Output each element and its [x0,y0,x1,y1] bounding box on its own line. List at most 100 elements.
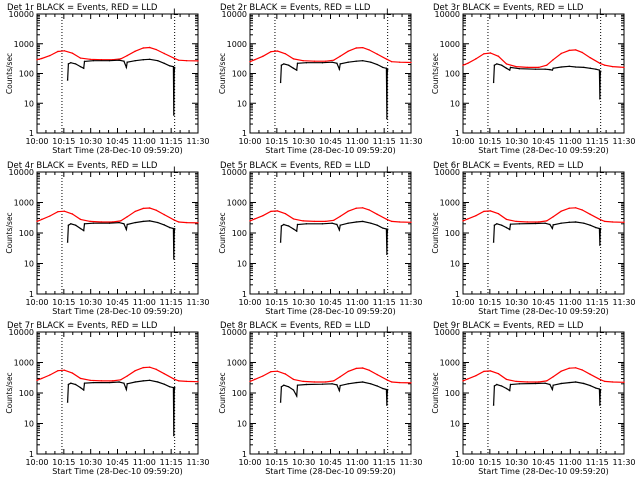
lld-series-point [497,212,500,215]
events-series-point [118,381,120,383]
y-tick-label: 10 [450,99,460,108]
y-tick-label: 1000 [440,199,460,208]
lld-series-point [462,380,464,382]
lld-series-point [483,210,485,213]
events-series-point [82,389,85,391]
lld-series-point [324,220,327,223]
lld-series-line [36,207,199,224]
y-tick-label: 1 [242,129,247,138]
lld-series-point [276,370,279,372]
lld-series-point [526,66,529,69]
lld-series-point [89,58,91,61]
x-tick-label: 10:15 [52,137,75,146]
x-tick-label: 10:45 [319,458,342,467]
lld-series-point [302,380,304,383]
events-series-point [125,228,128,231]
events-series-point [118,59,120,61]
events-series-point [568,381,570,384]
events-series-point [599,98,601,100]
lld-series-point [355,207,357,209]
events-series-point [386,72,388,75]
events-series-point [583,222,585,224]
events-series-point [534,68,537,70]
events-series-point [551,227,554,230]
panel-det-7: Det 7r BLACK = Events, RED = LLD L 1 10 100 1… [5,321,210,476]
x-tick-label: 11:30 [399,298,422,307]
panel-title: Det 2r BLACK = Events, RED = LLD [220,3,371,13]
lld-series-point [497,55,500,57]
events-series-point [142,380,144,382]
events-series-point [296,223,299,226]
panel-det-9: Det 9r BLACK = Events, RED = LLD L 1 10 100 1… [431,321,636,476]
panel-title: Det 7r BLACK = Events, RED = LLD [7,321,158,331]
lld-series-point [134,369,136,372]
lld-series-point [347,50,349,52]
lld-series-point [79,218,82,221]
lld-series-point [249,60,251,63]
events-series-point [362,59,364,62]
y-tick-label: 1000 [14,40,34,49]
events-series-point [551,69,554,71]
events-series-point [331,222,333,224]
events-series-point [347,61,349,63]
y-tick-label: 10000 [9,10,34,19]
y-tick-label: 10 [450,260,460,269]
events-series-point [123,60,125,62]
lld-series-point [254,218,256,220]
lld-series-point [467,62,469,65]
x-tick-label: 11:15 [160,298,183,307]
events-series-point [118,221,120,224]
events-series-point [173,391,175,393]
y-tick-label: 10000 [222,328,247,337]
lld-series-point [41,377,43,380]
x-tick-label: 11:30 [612,137,635,146]
events-series-point [126,223,128,226]
events-series-point [599,227,602,230]
x-axis-title: Start Time (28-Dec-10 09:59:20) [265,467,396,476]
y-tick-label: 1 [455,450,460,459]
events-series-point [169,65,171,67]
lld-series-point [197,60,199,62]
lld-series-point [355,47,357,49]
events-series-point [551,388,554,391]
events-series-point [508,69,511,71]
events-series-point [142,220,144,223]
events-series-point [599,244,601,246]
panel-det-6: Det 6r BLACK = Events, RED = LLD L 1 10 100 1… [431,161,636,316]
lld-series-point [36,379,38,382]
events-series-point [598,388,601,390]
y-axis-label: Counts/sec [218,212,227,253]
y-axis-label: Counts/sec [431,372,440,413]
lld-series-point [546,380,548,382]
lld-series-point [155,209,157,211]
lld-series-point [313,60,316,62]
events-series-point [305,383,308,386]
legend-marker: L [173,326,178,336]
events-series-point [370,61,372,63]
events-series-point [173,66,176,69]
lld-series-point [568,207,570,209]
lld-series-point [41,57,43,60]
lld-series-point [368,209,370,211]
lld-series-point [568,49,570,52]
legend-marker: L [386,326,391,336]
events-series-point [500,64,503,66]
events-series-point [560,66,562,68]
lld-series-point [89,220,91,223]
y-axis-label: Counts/sec [5,212,14,253]
events-series-point [70,62,72,64]
events-series-point [70,382,72,384]
x-tick-label: 11:15 [160,137,183,146]
lld-series-point [603,220,606,223]
lld-series-point [100,59,103,61]
lld-series-point [581,209,583,211]
events-series-point [493,64,496,66]
lld-series-point [410,61,412,64]
x-tick-label: 10:15 [478,137,501,146]
x-tick-label: 10:30 [79,298,102,307]
events-series-point [386,118,388,120]
lld-series-point [390,60,393,63]
lld-series-point [399,61,401,63]
x-tick-label: 11:00 [346,137,369,146]
lld-series-point [163,213,165,216]
